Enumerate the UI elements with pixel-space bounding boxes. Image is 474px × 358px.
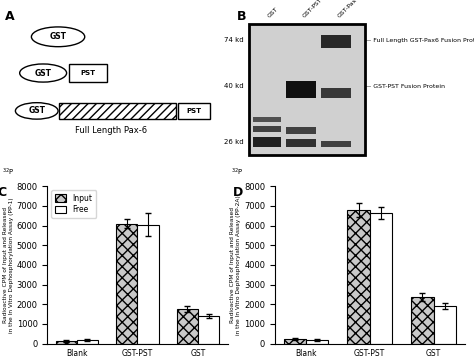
Bar	[286, 127, 316, 134]
Bar	[286, 139, 316, 147]
Text: C: C	[0, 186, 6, 199]
Bar	[286, 81, 316, 98]
Text: A: A	[5, 10, 14, 24]
Text: PST: PST	[186, 108, 201, 114]
Text: $^{32}$P: $^{32}$P	[231, 167, 243, 178]
Bar	[320, 141, 351, 147]
Bar	[248, 24, 365, 155]
Ellipse shape	[20, 64, 66, 82]
Text: D: D	[233, 186, 244, 199]
Bar	[370, 213, 392, 344]
Text: PST: PST	[81, 70, 95, 76]
Bar	[77, 340, 98, 344]
Y-axis label: Radioactive CPM of Input and Released
in the In Vitro Dephosphorylation Assay (P: Radioactive CPM of Input and Released in…	[230, 195, 241, 335]
Bar	[411, 297, 434, 344]
Bar	[253, 137, 281, 147]
Bar	[283, 339, 306, 344]
Ellipse shape	[16, 103, 58, 119]
Text: Full Length Pax-6: Full Length Pax-6	[75, 126, 147, 135]
Text: — Full Length GST-Pax6 Fusion Protein: — Full Length GST-Pax6 Fusion Protein	[365, 38, 474, 43]
Bar	[320, 88, 351, 98]
Bar	[253, 117, 281, 122]
Ellipse shape	[31, 27, 85, 47]
Bar	[306, 340, 328, 344]
Text: 40 kd: 40 kd	[224, 83, 244, 89]
Text: GST-PST: GST-PST	[302, 0, 324, 19]
Bar	[198, 316, 219, 344]
Bar	[55, 341, 77, 344]
Bar	[177, 103, 210, 119]
Text: B: B	[237, 10, 246, 24]
Bar	[347, 210, 370, 344]
Bar	[253, 126, 281, 132]
Text: GST: GST	[28, 106, 45, 115]
Bar	[59, 103, 176, 119]
Text: 74 kd: 74 kd	[224, 37, 244, 43]
Bar	[69, 64, 107, 82]
Bar	[137, 224, 159, 344]
Text: GST: GST	[267, 6, 280, 19]
Text: 26 kd: 26 kd	[224, 139, 244, 145]
Text: GST: GST	[35, 68, 52, 78]
Text: $^{32}$P: $^{32}$P	[1, 167, 14, 178]
Bar	[177, 309, 198, 344]
Bar	[434, 306, 456, 344]
Bar	[320, 35, 351, 48]
Text: GST-Pax-6: GST-Pax-6	[337, 0, 363, 19]
Legend: Input, Free: Input, Free	[51, 190, 96, 218]
Text: — GST-PST Fusion Protein: — GST-PST Fusion Protein	[365, 84, 445, 89]
Bar	[116, 223, 137, 344]
Text: GST: GST	[50, 32, 66, 41]
Y-axis label: Radioactive CPM of Input and Released
in the In Vitro Dephosphorylation Assay (P: Radioactive CPM of Input and Released in…	[3, 197, 14, 333]
